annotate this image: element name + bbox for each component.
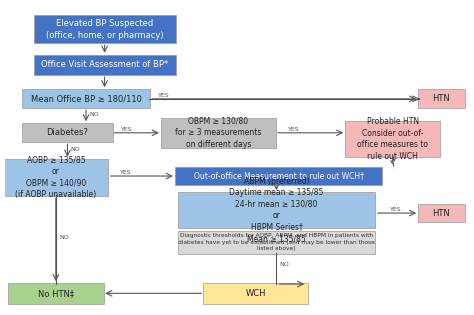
FancyBboxPatch shape: [178, 192, 375, 228]
FancyBboxPatch shape: [418, 204, 465, 222]
Text: Out-of-office Measurement to rule out WCH†: Out-of-office Measurement to rule out WC…: [194, 172, 364, 180]
Text: NO: NO: [280, 261, 290, 266]
FancyBboxPatch shape: [175, 167, 383, 185]
FancyBboxPatch shape: [22, 123, 113, 142]
FancyBboxPatch shape: [34, 15, 176, 43]
Text: HTN: HTN: [432, 94, 450, 103]
Text: HTN: HTN: [432, 209, 450, 218]
FancyBboxPatch shape: [418, 89, 465, 108]
FancyBboxPatch shape: [8, 283, 104, 304]
FancyBboxPatch shape: [178, 231, 375, 254]
Text: NO: NO: [89, 112, 99, 117]
FancyBboxPatch shape: [203, 283, 308, 304]
Text: NO: NO: [59, 235, 69, 240]
Text: No HTN‡: No HTN‡: [38, 289, 74, 298]
Text: YES: YES: [121, 127, 133, 132]
Text: Elevated BP Suspected
(office, home, or pharmacy): Elevated BP Suspected (office, home, or …: [46, 19, 164, 40]
FancyBboxPatch shape: [345, 121, 440, 157]
FancyBboxPatch shape: [22, 89, 150, 108]
Text: WCH: WCH: [246, 289, 266, 298]
Text: Mean Office BP ≥ 180/110: Mean Office BP ≥ 180/110: [31, 94, 141, 103]
Text: NO: NO: [71, 147, 81, 152]
Text: AOBP ≥ 135/85
or
OBPM ≥ 140/90
(if AOBP unavailable): AOBP ≥ 135/85 or OBPM ≥ 140/90 (if AOBP …: [15, 156, 97, 199]
FancyBboxPatch shape: [34, 55, 176, 75]
Text: YES: YES: [120, 170, 132, 175]
FancyBboxPatch shape: [3, 159, 109, 196]
Text: ABPM (preferred)
Daytime mean ≥ 135/85
24-hr mean ≥ 130/80
or
HBPM Series†
Mean : ABPM (preferred) Daytime mean ≥ 135/85 2…: [229, 177, 324, 243]
Text: Office Visit Assessment of BP*: Office Visit Assessment of BP*: [41, 60, 168, 69]
FancyBboxPatch shape: [161, 118, 275, 148]
Text: Probable HTN
Consider out-of-
office measures to
rule out WCH: Probable HTN Consider out-of- office mea…: [357, 117, 428, 161]
Text: Diabetes?: Diabetes?: [46, 128, 89, 137]
Text: YES: YES: [390, 208, 402, 213]
Text: Diagnostic thresholds for AOBP, ABPM, and HBPM in patients with
diabetes have ye: Diagnostic thresholds for AOBP, ABPM, an…: [178, 233, 375, 251]
Text: YES: YES: [158, 93, 170, 98]
Text: OBPM ≥ 130/80
for ≥ 3 measurements
on different days: OBPM ≥ 130/80 for ≥ 3 measurements on di…: [175, 117, 262, 149]
Text: YES: YES: [288, 127, 300, 132]
